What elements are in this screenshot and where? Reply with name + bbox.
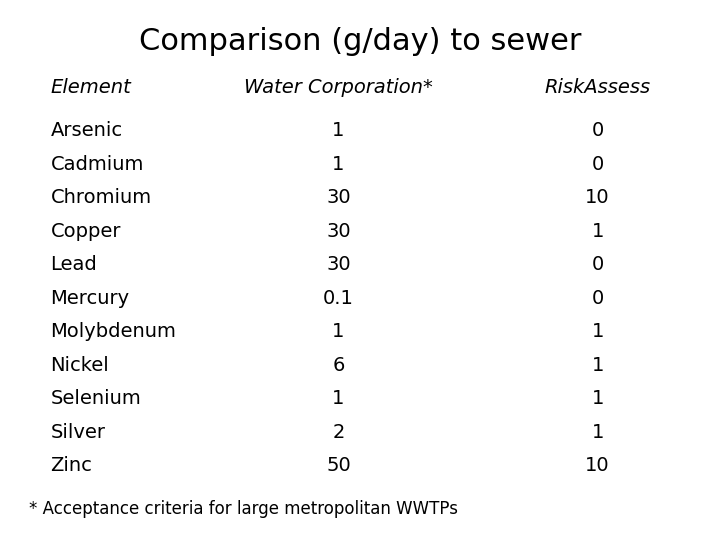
Text: 30: 30 bbox=[326, 222, 351, 241]
Text: Element: Element bbox=[50, 78, 131, 97]
Text: 1: 1 bbox=[332, 389, 345, 408]
Text: 0: 0 bbox=[591, 122, 604, 140]
Text: 1: 1 bbox=[591, 322, 604, 341]
Text: 30: 30 bbox=[326, 188, 351, 207]
Text: 30: 30 bbox=[326, 255, 351, 274]
Text: Copper: Copper bbox=[50, 222, 121, 241]
Text: 2: 2 bbox=[332, 423, 345, 442]
Text: 10: 10 bbox=[585, 456, 610, 475]
Text: Nickel: Nickel bbox=[50, 356, 109, 375]
Text: 0: 0 bbox=[591, 255, 604, 274]
Text: Mercury: Mercury bbox=[50, 289, 130, 308]
Text: Lead: Lead bbox=[50, 255, 97, 274]
Text: 10: 10 bbox=[585, 188, 610, 207]
Text: 1: 1 bbox=[591, 222, 604, 241]
Text: 0.1: 0.1 bbox=[323, 289, 354, 308]
Text: Comparison (g/day) to sewer: Comparison (g/day) to sewer bbox=[139, 27, 581, 56]
Text: Water Corporation*: Water Corporation* bbox=[244, 78, 433, 97]
Text: Molybdenum: Molybdenum bbox=[50, 322, 176, 341]
Text: * Acceptance criteria for large metropolitan WWTPs: * Acceptance criteria for large metropol… bbox=[29, 501, 458, 518]
Text: 6: 6 bbox=[332, 356, 345, 375]
Text: Chromium: Chromium bbox=[50, 188, 151, 207]
Text: 1: 1 bbox=[332, 122, 345, 140]
Text: RiskAssess: RiskAssess bbox=[544, 78, 651, 97]
Text: Silver: Silver bbox=[50, 423, 105, 442]
Text: 1: 1 bbox=[591, 356, 604, 375]
Text: 0: 0 bbox=[591, 289, 604, 308]
Text: 1: 1 bbox=[591, 389, 604, 408]
Text: Selenium: Selenium bbox=[50, 389, 141, 408]
Text: 1: 1 bbox=[591, 423, 604, 442]
Text: 50: 50 bbox=[326, 456, 351, 475]
Text: 1: 1 bbox=[332, 155, 345, 174]
Text: 0: 0 bbox=[591, 155, 604, 174]
Text: Zinc: Zinc bbox=[50, 456, 92, 475]
Text: Arsenic: Arsenic bbox=[50, 122, 122, 140]
Text: Cadmium: Cadmium bbox=[50, 155, 144, 174]
Text: 1: 1 bbox=[332, 322, 345, 341]
